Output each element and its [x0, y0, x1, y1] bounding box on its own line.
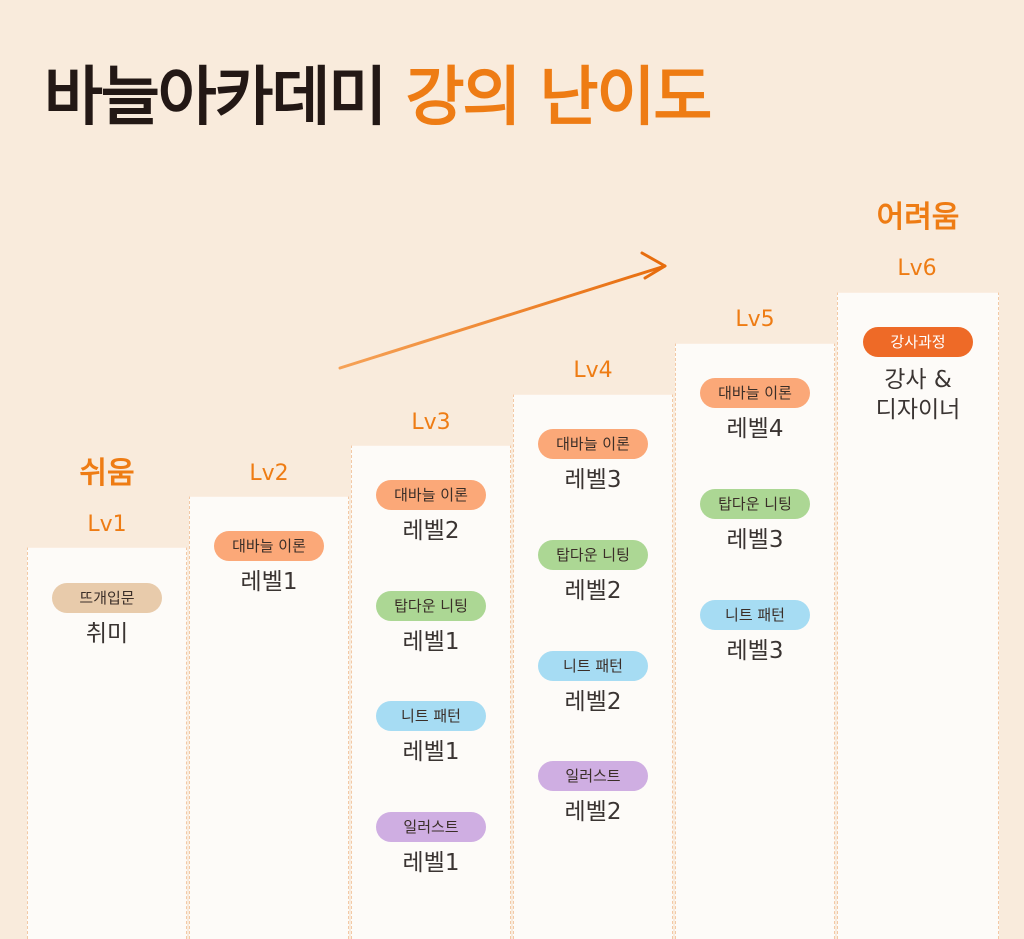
course-item: 니트 패턴 레벨2 — [514, 651, 672, 717]
course-tag: 대바늘 이론 — [538, 429, 648, 459]
level-column-lv6: 강사과정 강사 & 디자이너 — [837, 292, 999, 939]
course-tag: 강사과정 — [863, 327, 973, 357]
course-item: 대바늘 이론 레벨2 — [352, 480, 510, 546]
level-column-lv5: 대바늘 이론 레벨4 탑다운 니팅 레벨3 니트 패턴 레벨3 — [675, 343, 835, 939]
course-tag: 탑다운 니팅 — [538, 540, 648, 570]
course-level: 레벨1 — [352, 848, 510, 878]
level-label-lv2: Lv2 — [189, 461, 349, 486]
course-item: 뜨개입문 취미 — [28, 583, 186, 649]
difficulty-easy-label: 쉬움 — [27, 448, 187, 492]
course-level: 레벨3 — [676, 636, 834, 666]
level-label-lv4: Lv4 — [513, 358, 673, 383]
level-label-lv1: Lv1 — [27, 512, 187, 537]
course-level: 취미 — [28, 619, 186, 649]
level-column-lv2: 대바늘 이론 레벨1 — [189, 496, 349, 939]
level-column-lv1: 뜨개입문 취미 — [27, 547, 187, 939]
course-tag: 뜨개입문 — [52, 583, 162, 613]
level-label-lv6: Lv6 — [837, 256, 997, 281]
level-column-lv4: 대바늘 이론 레벨3 탑다운 니팅 레벨2 니트 패턴 레벨2 일러스트 레벨2 — [513, 394, 673, 939]
course-level: 레벨3 — [676, 525, 834, 555]
course-level: 레벨1 — [190, 567, 348, 597]
difficulty-hard-label: 어려움 — [838, 192, 998, 236]
course-level: 레벨2 — [514, 797, 672, 827]
course-level: 레벨2 — [514, 576, 672, 606]
course-level: 레벨3 — [514, 465, 672, 495]
course-item: 탑다운 니팅 레벨1 — [352, 591, 510, 657]
course-tag: 니트 패턴 — [700, 600, 810, 630]
course-item: 강사과정 강사 & 디자이너 — [838, 327, 998, 425]
course-level: 강사 & 디자이너 — [838, 365, 998, 425]
course-tag: 일러스트 — [376, 812, 486, 842]
course-tag: 대바늘 이론 — [700, 378, 810, 408]
level-label-lv3: Lv3 — [351, 410, 511, 435]
course-item: 대바늘 이론 레벨1 — [190, 531, 348, 597]
course-item: 대바늘 이론 레벨4 — [676, 378, 834, 444]
course-tag: 대바늘 이론 — [376, 480, 486, 510]
course-level: 레벨1 — [352, 737, 510, 767]
course-tag: 일러스트 — [538, 761, 648, 791]
course-tag: 탑다운 니팅 — [376, 591, 486, 621]
course-item: 탑다운 니팅 레벨3 — [676, 489, 834, 555]
course-tag: 니트 패턴 — [376, 701, 486, 731]
course-item: 일러스트 레벨2 — [514, 761, 672, 827]
course-item: 니트 패턴 레벨3 — [676, 600, 834, 666]
course-tag: 탑다운 니팅 — [700, 489, 810, 519]
course-item: 탑다운 니팅 레벨2 — [514, 540, 672, 606]
course-tag: 대바늘 이론 — [214, 531, 324, 561]
course-item: 대바늘 이론 레벨3 — [514, 429, 672, 495]
course-level: 레벨4 — [676, 414, 834, 444]
level-label-lv5: Lv5 — [675, 307, 835, 332]
level-column-lv3: 대바늘 이론 레벨2 탑다운 니팅 레벨1 니트 패턴 레벨1 일러스트 레벨1 — [351, 445, 511, 939]
course-level: 레벨1 — [352, 627, 510, 657]
course-level: 레벨2 — [352, 516, 510, 546]
course-level: 레벨2 — [514, 687, 672, 717]
course-item: 니트 패턴 레벨1 — [352, 701, 510, 767]
course-tag: 니트 패턴 — [538, 651, 648, 681]
course-item: 일러스트 레벨1 — [352, 812, 510, 878]
